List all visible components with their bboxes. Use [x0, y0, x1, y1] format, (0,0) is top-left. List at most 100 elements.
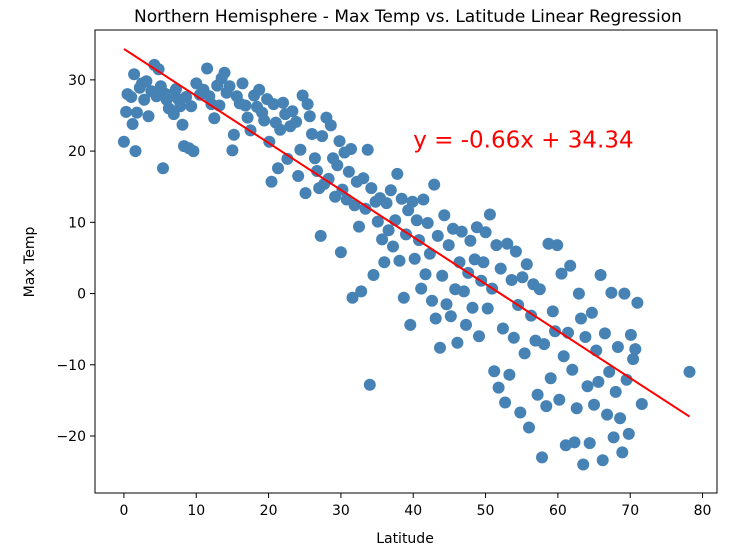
x-axis: 0 10 20 30 40 50 60 70 80	[119, 493, 711, 519]
scatter-point	[492, 381, 505, 394]
scatter-point	[281, 152, 294, 165]
scatter-point	[393, 254, 406, 267]
scatter-point	[596, 454, 609, 467]
scatter-point	[391, 167, 404, 180]
scatter-point	[551, 239, 564, 252]
scatter-point	[367, 269, 380, 281]
scatter-point	[622, 427, 635, 440]
scatter-point	[117, 135, 130, 148]
scatter-point	[426, 294, 438, 307]
scatter-point	[306, 128, 318, 140]
x-tick-label: 30	[332, 503, 350, 519]
scatter-point	[514, 406, 527, 419]
scatter-point	[579, 331, 592, 343]
scatter-point	[415, 282, 428, 295]
scatter-point	[357, 172, 370, 185]
scatter-point	[683, 365, 696, 378]
scatter-point	[546, 305, 559, 318]
scatter-point	[299, 187, 312, 200]
scatter-point	[590, 344, 603, 357]
scatter-point	[624, 328, 637, 341]
scatter-point	[581, 380, 594, 393]
scatter-point	[126, 118, 139, 130]
scatter-point	[157, 162, 169, 175]
scatter-point	[410, 214, 423, 227]
scatter-point	[142, 110, 155, 123]
scatter-point	[267, 98, 280, 111]
scatter-point	[406, 195, 419, 208]
scatter-point	[408, 252, 421, 265]
scatter-point	[129, 145, 142, 158]
scatter-point	[536, 451, 548, 464]
scatter-point	[509, 245, 522, 258]
scatter-point	[635, 398, 648, 410]
scatter-point	[429, 312, 442, 325]
scatter-point	[614, 412, 627, 425]
scatter-point	[170, 83, 182, 96]
scatter-point	[130, 106, 143, 119]
scatter-point	[404, 318, 417, 331]
scatter-point	[324, 119, 337, 132]
scatter-point	[395, 192, 408, 205]
y-tick-label: −20	[56, 429, 86, 445]
scatter-point	[518, 347, 531, 360]
scatter-point	[213, 99, 226, 112]
scatter-point	[451, 336, 464, 349]
scatter-point	[455, 225, 468, 238]
scatter-point	[152, 63, 165, 76]
scatter-point	[438, 209, 451, 222]
scatter-point	[241, 111, 254, 124]
scatter-point	[531, 388, 544, 401]
scatter-point	[382, 224, 395, 237]
scatter-point	[477, 256, 490, 269]
scatter-point	[331, 159, 344, 172]
scatter-point	[490, 239, 503, 252]
x-tick-label: 70	[621, 503, 639, 519]
scatter-point	[503, 368, 516, 381]
scatter-point	[387, 240, 399, 253]
y-tick-label: 30	[68, 73, 86, 89]
scatter-point	[376, 233, 389, 246]
scatter-point	[436, 269, 449, 282]
scatter-point	[505, 274, 518, 286]
scatter-point	[167, 108, 180, 121]
scatter-point	[174, 100, 187, 113]
scatter-point	[605, 286, 618, 299]
scatter-point	[520, 258, 533, 271]
scatter-point	[363, 378, 376, 391]
scatter-point	[274, 123, 287, 136]
scatter-point	[434, 341, 446, 354]
scatter-point	[440, 298, 453, 311]
scatter-point	[540, 400, 553, 413]
scatter-point	[258, 114, 271, 127]
scatter-point	[460, 318, 472, 331]
scatter-point	[125, 91, 138, 103]
scatter-point	[557, 350, 570, 363]
scatter-point	[348, 199, 361, 212]
scatter-point	[616, 446, 629, 459]
scatter-point	[286, 105, 299, 118]
x-tick-label: 50	[477, 503, 495, 519]
x-tick-label: 80	[694, 503, 712, 519]
x-tick-label: 40	[404, 503, 422, 519]
scatter-point	[294, 143, 307, 156]
scatter-point	[227, 128, 240, 141]
scatter-point	[239, 99, 252, 112]
scatter-point	[322, 172, 335, 185]
scatter-point	[568, 436, 581, 449]
scatter-point	[494, 262, 507, 275]
scatter-point	[585, 306, 598, 319]
scatter-point	[553, 393, 566, 406]
scatter-point	[583, 437, 596, 450]
x-tick-label: 60	[549, 503, 567, 519]
scatter-point	[523, 421, 535, 434]
regression-equation: y = -0.66x + 34.34	[413, 128, 633, 154]
scatter-point	[421, 217, 434, 229]
scatter-point	[419, 268, 432, 281]
scatter-point	[483, 208, 496, 221]
scatter-point	[208, 112, 221, 125]
regression-line	[123, 48, 691, 418]
scatter-point	[223, 80, 236, 93]
scatter-point	[464, 234, 477, 247]
